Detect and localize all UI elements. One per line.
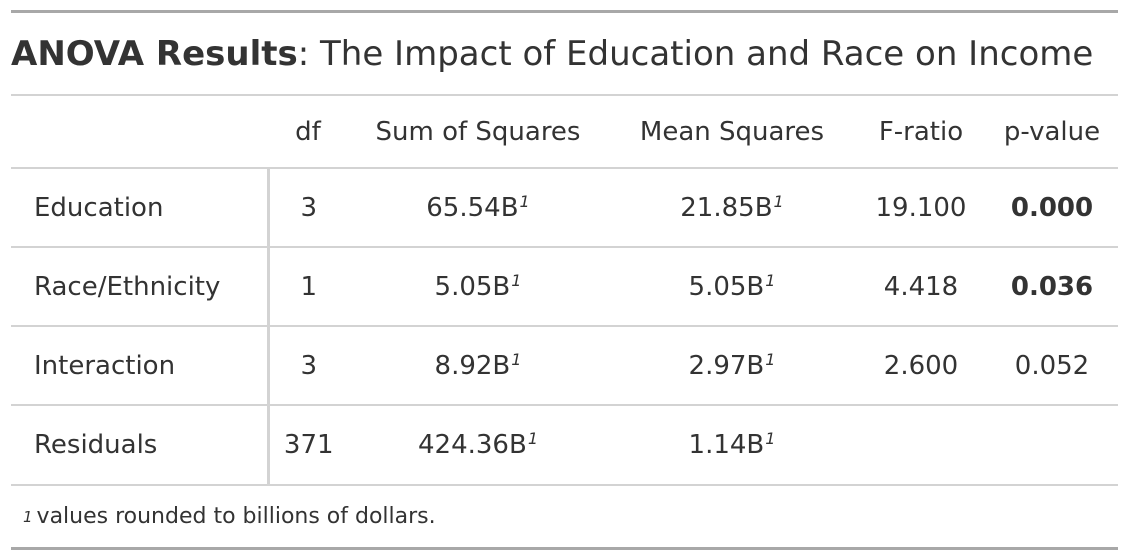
header-f-ratio: F-ratio: [856, 96, 986, 169]
footnote-marker: 1: [511, 349, 522, 369]
row-sum-of-squares: 65.54B1: [348, 168, 608, 247]
row-sum-of-squares: 8.92B1: [348, 325, 608, 405]
header-p-value: p-value: [986, 96, 1118, 169]
table-row: Interaction 3 8.92B1 2.97B1 2.600 0.052: [11, 325, 1118, 405]
row-term: Residuals: [11, 404, 270, 484]
row-f-ratio: 19.100: [875, 192, 967, 223]
row-p-value: 0.036: [986, 246, 1118, 326]
row-term: Education: [11, 168, 270, 247]
row-mean-squares: 21.85B1: [608, 168, 856, 247]
top-rule: [11, 10, 1118, 13]
footnote-marker: 1: [527, 429, 538, 448]
row-term: Race/Ethnicity: [11, 246, 270, 326]
header-sum-of-squares: Sum of Squares: [348, 96, 608, 169]
row-mean-squares: 5.05B1: [608, 246, 856, 326]
row-df: 371: [268, 404, 348, 484]
table-row: Residuals 371 424.36B1 1.14B1: [11, 404, 1118, 484]
row-p-value: 0.052: [986, 325, 1118, 405]
ms-value: 2.97B: [688, 350, 765, 381]
footnote-marker: 1: [765, 270, 776, 290]
row-f-ratio: 4.418: [856, 246, 986, 326]
anova-table: df Sum of Squares Mean Squares F-ratio p…: [11, 96, 1118, 484]
footnote-marker: 1: [511, 270, 522, 290]
ss-value: 8.92B: [434, 350, 511, 381]
ss-value: 65.54B: [426, 192, 519, 223]
row-f-ratio: [856, 404, 986, 484]
footnote-marker: 1: [773, 191, 784, 211]
header-term: [11, 96, 268, 169]
ms-value: 1.14B: [688, 430, 765, 460]
row-sum-of-squares: 424.36B1: [348, 404, 608, 484]
table-title-bold: ANOVA Results: [11, 33, 298, 74]
row-p-value: [986, 404, 1118, 484]
footnote-marker: 1: [519, 191, 530, 211]
table-row: Race/Ethnicity 1 5.05B1 5.05B1 4.418 0.0…: [11, 246, 1118, 326]
table-row: Education 3 65.54B1 21.85B1 19.100 0.000: [11, 168, 1118, 247]
footnote: 1 values rounded to billions of dollars.: [23, 504, 436, 529]
row-mean-squares: 1.14B1: [608, 404, 856, 484]
table-title-rest: : The Impact of Education and Race on In…: [297, 33, 1094, 74]
row-f-ratio: 2.600: [856, 325, 986, 405]
ms-value: 21.85B: [680, 192, 773, 223]
footnote-text: values rounded to billions of dollars.: [36, 504, 436, 529]
row-term: Interaction: [11, 325, 270, 405]
footnote-marker: 1: [765, 349, 776, 369]
row-mean-squares: 2.97B1: [608, 325, 856, 405]
table-bottom-rule: [11, 484, 1118, 486]
header-row: df Sum of Squares Mean Squares F-ratio p…: [11, 96, 1118, 169]
footnote-marker: 1: [765, 429, 776, 448]
header-df: df: [268, 96, 348, 169]
ss-value: 5.05B: [434, 271, 511, 302]
row-df: 3: [300, 192, 318, 223]
title-rule: [11, 94, 1118, 96]
bottom-rule: [11, 547, 1118, 550]
ss-value: 424.36B: [418, 430, 527, 460]
row-sum-of-squares: 5.05B1: [348, 246, 608, 326]
table-title: ANOVA Results: The Impact of Education a…: [11, 13, 1118, 94]
row-df: 3: [268, 325, 348, 405]
anova-table-container: ANOVA Results: The Impact of Education a…: [11, 10, 1118, 550]
row-df: 1: [268, 246, 348, 326]
row-p-value: 0.000: [1010, 192, 1094, 223]
ms-value: 5.05B: [688, 271, 765, 302]
header-mean-squares: Mean Squares: [608, 96, 856, 169]
